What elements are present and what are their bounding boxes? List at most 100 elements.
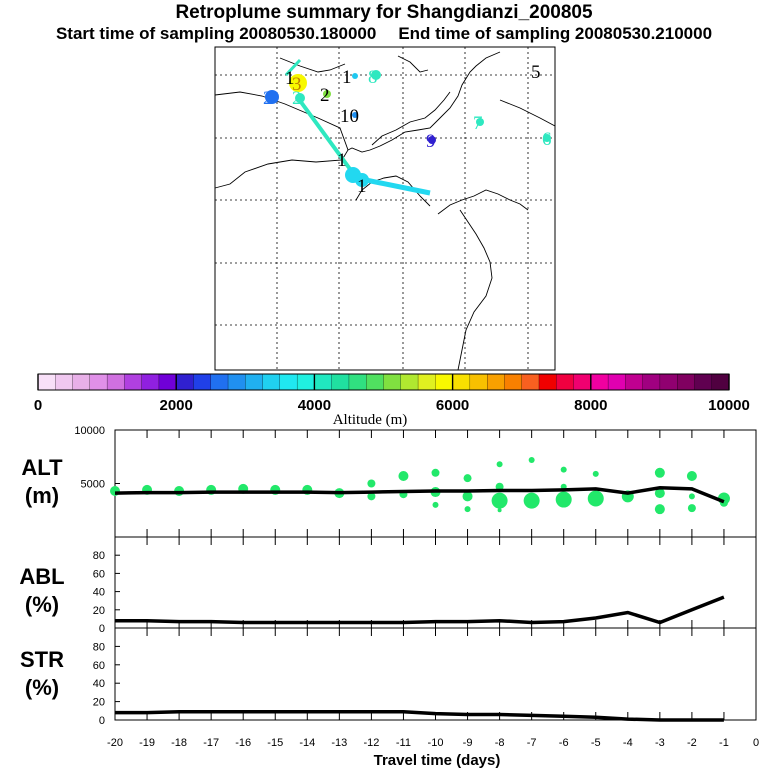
colorbar-tick-label: 2000 [160,397,193,414]
plume-dots [265,70,551,187]
map-label: 10 [340,106,359,127]
series-line-str [115,709,724,722]
x-tick-label: -19 [139,737,155,749]
colorbar-cell [469,373,488,391]
x-tick-label: -3 [655,737,665,749]
y-tick-label: 40 [93,678,105,690]
colorbar-cell [677,373,695,391]
y-tick-label: 80 [93,550,105,562]
plume-dot [289,74,307,92]
colorbar-cell [331,373,350,391]
altitude-point [555,491,572,508]
colorbar-cell [590,373,609,391]
panel-label: STR [20,647,64,672]
colorbar-cell [124,373,143,391]
colorbar-cell [607,373,626,391]
colorbar-title: Altitude (m) [333,412,408,428]
colorbar-cell [556,373,575,391]
altitude-point [687,504,696,513]
colorbar-cell [452,373,471,391]
colorbar-cell [711,373,730,391]
x-tick-label: 0 [753,737,759,749]
altitude-point [654,467,665,478]
y-tick-label: 60 [93,660,105,672]
panel-unit: (%) [25,592,59,617]
x-tick-label: -1 [719,737,729,749]
altitude-point [497,508,502,513]
plume-dot [352,112,358,118]
x-tick-label: -12 [363,737,379,749]
colorbar-cell [659,373,678,391]
x-tick-label: -14 [299,737,315,749]
map-label: 8 [368,67,378,88]
panel-unit: (%) [25,675,59,700]
colorbar-cell [573,373,592,391]
x-tick-label: -11 [396,737,411,749]
altitude-point [367,479,376,488]
map-label: 5 [531,62,541,83]
plume-dot [476,118,484,126]
x-tick-label: -4 [623,737,633,749]
map-panel: 1 2 3 2 2 1 8 5 10 7 9 6 1 1 [214,46,556,371]
colorbar-cell [504,373,523,391]
panel-frame [114,536,757,629]
y-tick-label: 0 [99,715,105,727]
chart-title: Retroplume summary for Shangdianzi_20080… [175,2,593,23]
altitude-point [592,470,599,477]
altitude-point [464,506,471,513]
altitude-colorbar: 0 2000 4000 6000 8000 10000 Altitude (m) [34,373,750,428]
colorbar-cell [210,373,229,391]
altitude-point [654,488,665,499]
colorbar-cell [314,373,333,391]
plume-dot [428,136,436,144]
x-axis-title: Travel time (days) [374,752,501,768]
colorbar-cell [106,373,125,391]
start-time-label: Start time of sampling 20080530.180000 [55,24,377,43]
plume-dot [295,93,305,103]
colorbar-cell [176,373,195,391]
x-tick-label: -16 [235,737,251,749]
colorbar-cell [193,373,212,391]
altitude-point [491,492,508,509]
x-tick-label: -17 [203,737,219,749]
map-label: 6 [542,129,552,150]
y-tick-label: 20 [93,697,105,709]
trajectory-path-a [296,96,360,182]
colorbar-cell [417,373,436,391]
x-tick-label: -2 [687,737,697,749]
colorbar-cell [262,373,281,391]
colorbar-tick-label: 0 [34,397,42,414]
x-tick-label: -8 [495,737,505,749]
altitude-point [686,471,697,482]
altitude-point [560,466,567,473]
panel-label: ALT [21,455,63,480]
timeseries-panels: 5000 10000 ALT (m) 0 20 40 60 80 ABL (%) 0 20 40 60 80 S… [19,425,759,749]
altitude-point [367,492,376,501]
map-label: 2 [263,88,273,109]
panel-frame [114,429,757,538]
altitude-point [587,490,604,507]
altitude-point [495,482,504,491]
colorbar-cell [625,373,644,391]
y-tick-label: 60 [93,568,105,580]
end-time-label: End time of sampling 20080530.210000 [398,24,713,43]
y-tick-label: 40 [93,587,105,599]
colorbar-cell [37,373,56,391]
colorbar-cell [400,373,419,391]
x-tick-label: -10 [428,737,444,749]
plume-dot [323,90,331,98]
panel-alt: 5000 10000 ALT (m) [21,425,757,538]
colorbar-cell [366,373,385,391]
colorbar-cell [55,373,74,391]
plume-dot [355,173,369,187]
altitude-point [528,456,535,463]
series-line-abl [115,595,725,625]
plume-dot [543,134,551,142]
series-line-alt [114,486,725,504]
y-tick-label: 20 [93,605,105,617]
colorbar-cell [694,373,713,391]
panel-label: ABL [19,564,64,589]
colorbar-cell [348,373,367,391]
altitude-point [523,492,540,509]
